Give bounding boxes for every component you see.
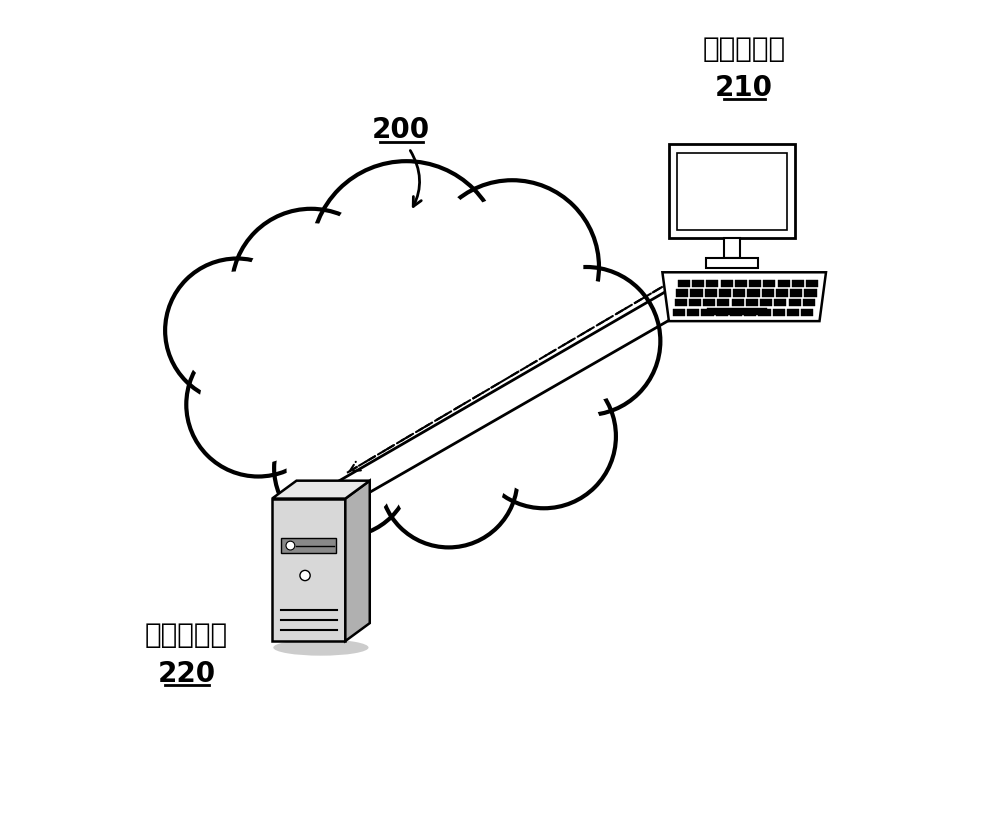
FancyBboxPatch shape [721, 279, 733, 287]
FancyBboxPatch shape [806, 279, 818, 287]
Text: 通信网络: 通信网络 [346, 312, 413, 339]
Circle shape [286, 412, 399, 524]
FancyBboxPatch shape [689, 299, 701, 306]
Circle shape [232, 208, 391, 368]
FancyBboxPatch shape [774, 299, 786, 306]
Text: 230: 230 [350, 351, 409, 379]
FancyBboxPatch shape [703, 299, 715, 306]
FancyBboxPatch shape [724, 238, 740, 258]
FancyBboxPatch shape [281, 539, 336, 553]
FancyBboxPatch shape [706, 258, 758, 269]
FancyBboxPatch shape [677, 152, 787, 230]
Circle shape [328, 178, 484, 335]
FancyBboxPatch shape [792, 279, 804, 287]
Polygon shape [662, 272, 826, 321]
Circle shape [472, 365, 616, 508]
FancyBboxPatch shape [733, 289, 745, 296]
FancyBboxPatch shape [804, 289, 817, 296]
FancyBboxPatch shape [747, 289, 760, 296]
FancyBboxPatch shape [675, 299, 687, 306]
FancyBboxPatch shape [760, 299, 772, 306]
Circle shape [269, 225, 544, 500]
Circle shape [300, 571, 310, 580]
Circle shape [512, 267, 660, 415]
Circle shape [441, 196, 583, 338]
Polygon shape [272, 498, 345, 641]
FancyBboxPatch shape [705, 289, 717, 296]
Circle shape [380, 409, 518, 547]
Text: 代码生成端: 代码生成端 [703, 35, 786, 63]
FancyBboxPatch shape [789, 299, 801, 306]
FancyBboxPatch shape [701, 309, 714, 316]
Circle shape [274, 399, 412, 537]
Circle shape [269, 225, 544, 500]
FancyBboxPatch shape [706, 279, 718, 287]
FancyBboxPatch shape [735, 279, 747, 287]
FancyBboxPatch shape [762, 289, 774, 296]
FancyBboxPatch shape [673, 309, 685, 316]
Circle shape [186, 333, 330, 476]
FancyBboxPatch shape [749, 279, 761, 287]
Circle shape [286, 541, 295, 550]
FancyBboxPatch shape [763, 279, 775, 287]
FancyBboxPatch shape [692, 279, 704, 287]
Ellipse shape [273, 640, 369, 656]
Text: 200: 200 [372, 116, 430, 144]
Circle shape [425, 180, 599, 354]
FancyBboxPatch shape [690, 289, 703, 296]
FancyBboxPatch shape [790, 289, 802, 296]
Text: 210: 210 [715, 74, 773, 102]
FancyBboxPatch shape [803, 299, 815, 306]
FancyBboxPatch shape [732, 299, 744, 306]
FancyBboxPatch shape [678, 279, 690, 287]
FancyBboxPatch shape [773, 309, 785, 316]
Circle shape [392, 422, 505, 535]
Circle shape [311, 161, 502, 352]
Circle shape [246, 223, 376, 353]
FancyBboxPatch shape [787, 309, 799, 316]
Circle shape [526, 280, 647, 402]
FancyBboxPatch shape [746, 299, 758, 306]
FancyBboxPatch shape [717, 299, 729, 306]
FancyBboxPatch shape [801, 309, 813, 316]
FancyBboxPatch shape [719, 289, 731, 296]
FancyBboxPatch shape [707, 308, 767, 314]
Polygon shape [345, 480, 370, 641]
Circle shape [199, 346, 317, 463]
FancyBboxPatch shape [687, 309, 699, 316]
FancyBboxPatch shape [744, 309, 756, 316]
Circle shape [485, 378, 603, 495]
Circle shape [178, 272, 296, 389]
FancyBboxPatch shape [716, 309, 728, 316]
FancyBboxPatch shape [676, 289, 688, 296]
Polygon shape [272, 480, 370, 498]
Text: 220: 220 [158, 660, 216, 688]
FancyBboxPatch shape [730, 309, 742, 316]
FancyBboxPatch shape [758, 309, 771, 316]
Circle shape [165, 259, 309, 402]
Text: 加工控制端: 加工控制端 [145, 621, 228, 649]
FancyBboxPatch shape [776, 289, 788, 296]
FancyBboxPatch shape [778, 279, 790, 287]
FancyBboxPatch shape [669, 144, 795, 238]
